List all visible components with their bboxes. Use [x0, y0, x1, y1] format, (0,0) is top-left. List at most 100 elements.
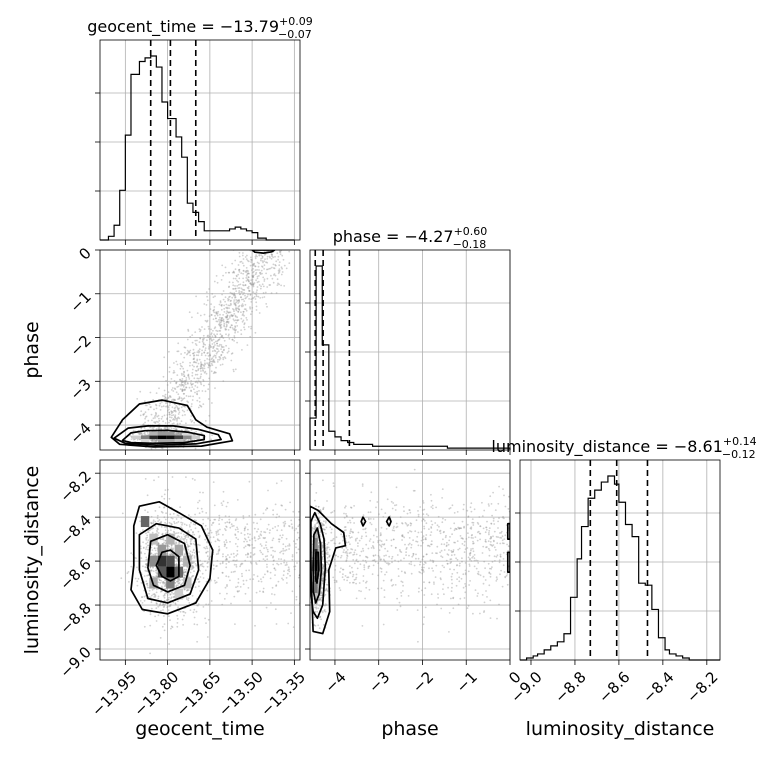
sample-point [228, 285, 231, 288]
sample-point [291, 527, 294, 530]
sample-point [417, 510, 419, 512]
sample-point [234, 560, 237, 562]
sample-point [218, 519, 220, 522]
sample-point [210, 333, 213, 336]
sample-point [140, 582, 143, 584]
sample-point [223, 322, 226, 325]
sample-point [413, 564, 416, 567]
sample-point [183, 405, 186, 408]
sample-point [390, 544, 393, 547]
sample-point [478, 532, 481, 535]
sample-point [326, 590, 329, 592]
density-cell [191, 435, 200, 440]
sample-point [159, 603, 161, 606]
sample-point [297, 548, 300, 551]
sample-point [217, 319, 220, 321]
sample-point [259, 246, 261, 248]
sample-point [198, 390, 200, 392]
density-cell [157, 439, 167, 443]
sample-point [251, 297, 254, 300]
sample-point [288, 544, 291, 547]
sample-point [223, 356, 226, 358]
sample-point [167, 592, 170, 594]
sample-point [221, 504, 224, 506]
sample-point [221, 363, 224, 366]
sample-point [142, 541, 145, 544]
sample-point [218, 545, 220, 548]
sample-point [237, 310, 240, 313]
sample-point [263, 264, 266, 267]
sample-point [155, 392, 158, 394]
sample-point [456, 571, 459, 574]
sample-point [210, 337, 212, 340]
sample-point [497, 502, 500, 505]
sample-point [238, 299, 240, 302]
sample-point [180, 521, 183, 524]
sample-point [178, 578, 181, 581]
sample-point [471, 518, 474, 520]
sample-point [437, 597, 440, 599]
sample-point [207, 618, 210, 621]
sample-point [391, 561, 393, 564]
sample-point [190, 383, 193, 386]
sample-point [212, 347, 215, 350]
sample-point [421, 509, 424, 511]
sample-point [290, 523, 293, 526]
sample-point [225, 541, 228, 544]
sample-point [227, 329, 230, 331]
sample-point [175, 522, 178, 524]
sample-point [179, 555, 182, 558]
sample-point [231, 292, 233, 295]
sample-point [249, 561, 252, 564]
sample-point [233, 301, 235, 303]
sample-point [344, 506, 346, 509]
sample-point [277, 282, 279, 285]
sample-point [164, 529, 167, 531]
sample-point [250, 261, 253, 263]
sample-point [201, 572, 204, 575]
sample-point [378, 549, 381, 552]
sample-point [210, 328, 213, 331]
sample-point [237, 581, 240, 584]
sample-point [288, 570, 291, 573]
sample-point [217, 552, 220, 555]
sample-point [274, 569, 277, 571]
sample-point [410, 543, 413, 546]
sample-point [199, 564, 202, 566]
sample-point [149, 566, 152, 569]
sample-point [192, 395, 195, 398]
sample-point [160, 610, 162, 612]
sample-point [503, 517, 505, 520]
sample-point [419, 571, 422, 574]
sample-point [355, 582, 357, 585]
sample-point [255, 305, 258, 308]
sample-point [159, 590, 162, 593]
sample-point [191, 334, 194, 336]
sample-point [173, 387, 176, 390]
sample-point [403, 510, 405, 513]
sample-point [170, 597, 172, 600]
sample-point [227, 575, 230, 578]
sample-point [174, 409, 177, 412]
sample-point [225, 539, 228, 542]
sample-point [427, 544, 430, 547]
sample-point [195, 519, 197, 522]
sample-point [170, 412, 173, 415]
sample-point [171, 626, 174, 629]
sample-point [400, 595, 403, 597]
sample-point [342, 573, 344, 576]
sample-point [148, 592, 151, 595]
sample-point [227, 334, 230, 337]
sample-point [410, 522, 413, 525]
sample-point [470, 510, 473, 513]
sample-point [149, 566, 152, 569]
sample-point [244, 526, 247, 528]
sample-point [321, 594, 323, 597]
sample-point [164, 422, 167, 424]
sample-point [235, 536, 238, 539]
sample-point [144, 421, 147, 424]
sample-point [242, 284, 245, 287]
sample-point [247, 272, 249, 275]
sample-point [189, 525, 191, 528]
sample-point [247, 280, 250, 283]
